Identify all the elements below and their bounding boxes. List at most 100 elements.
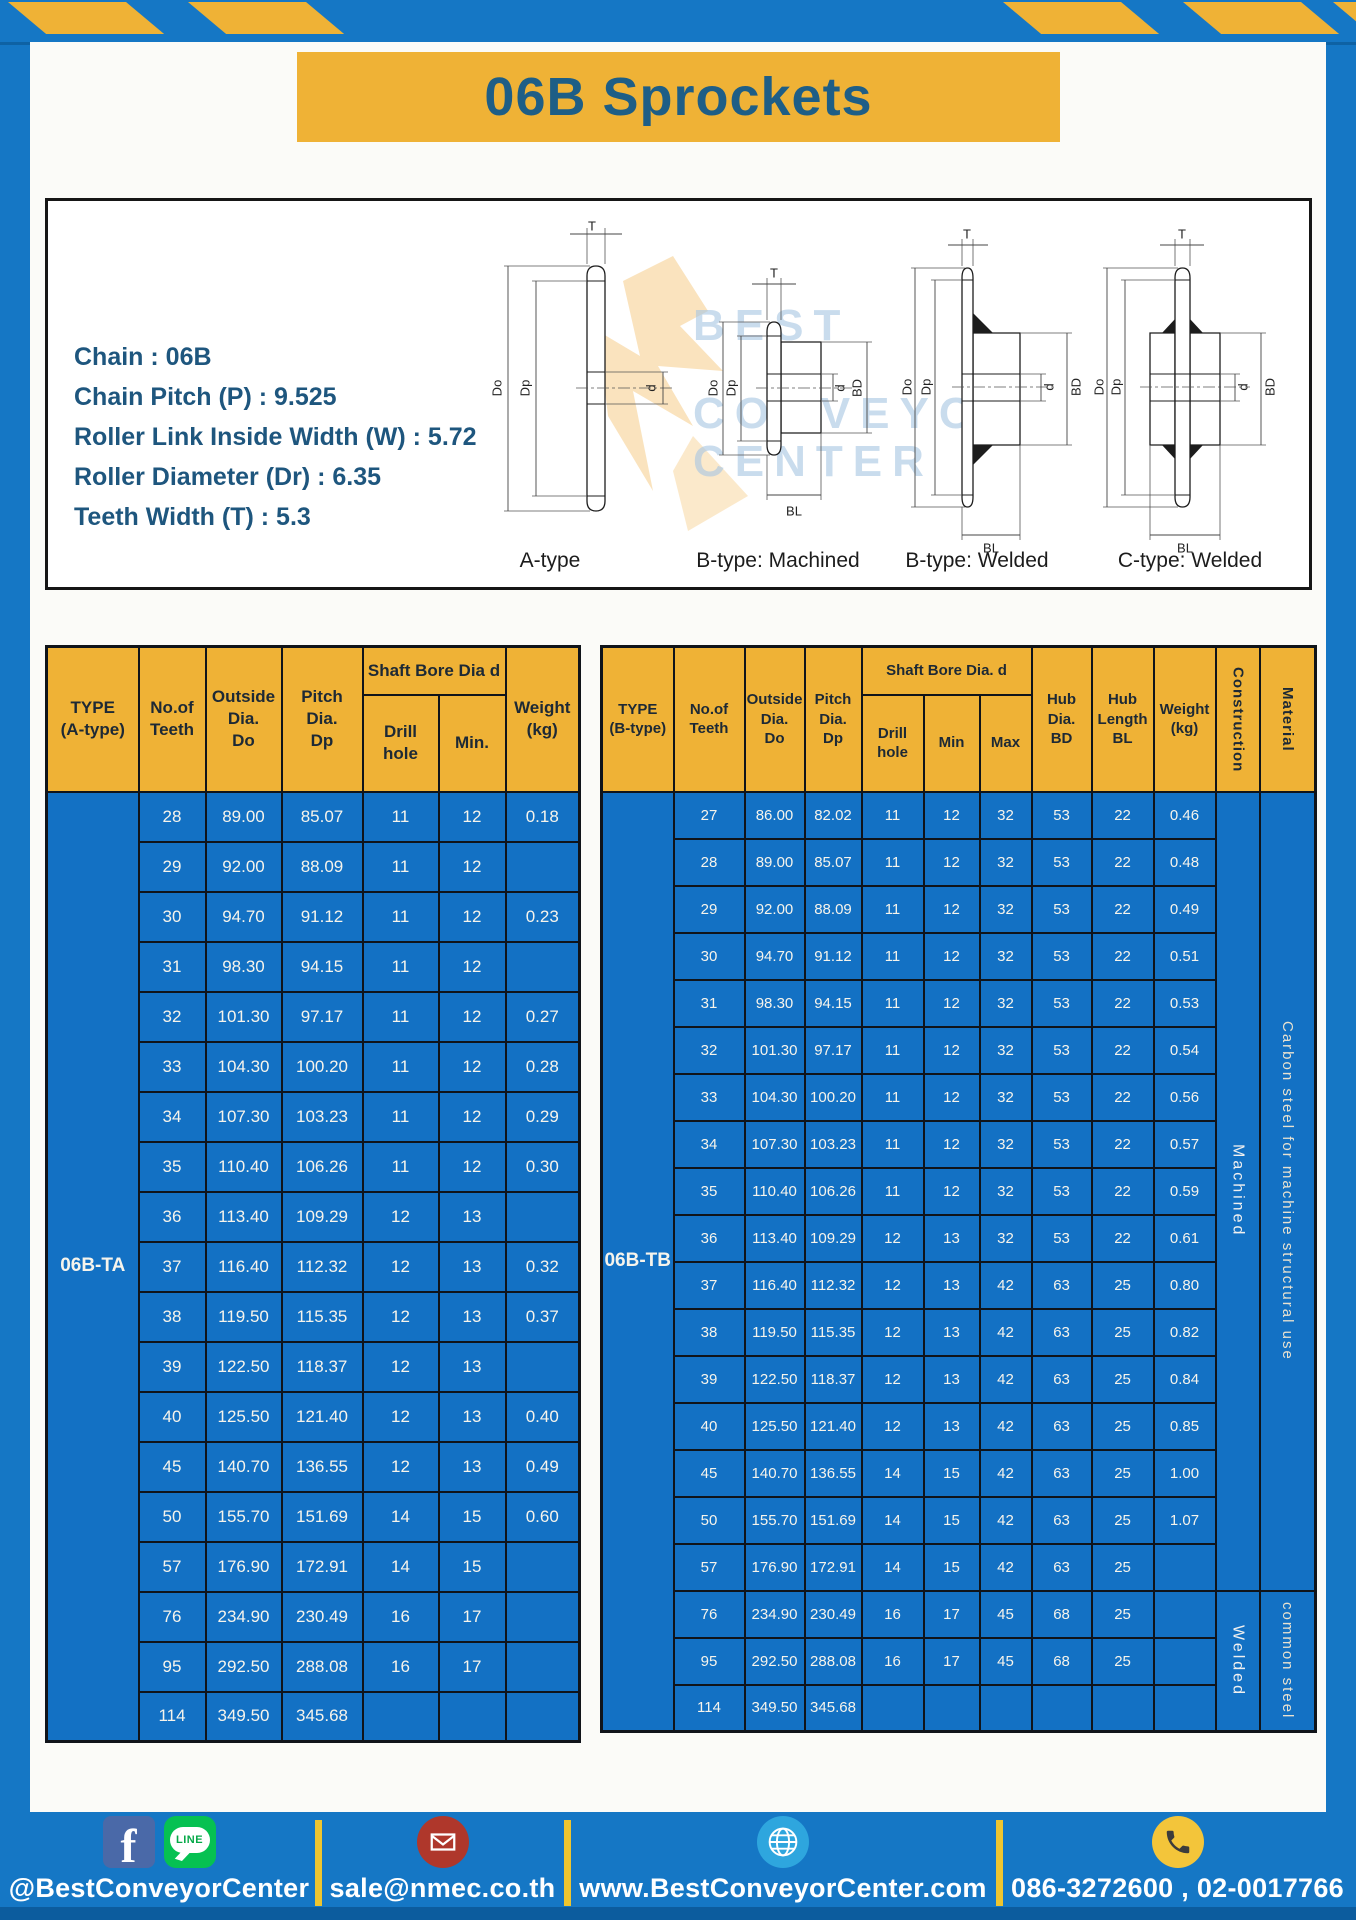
table-cell: 53 [1030,1166,1093,1216]
table-cell: 31 [137,940,207,993]
table-cell: 42 [978,1260,1033,1310]
table-cell: 172.91 [280,1540,364,1593]
table-cell: 14 [860,1495,925,1545]
table-cell: 37 [137,1240,207,1293]
col-header-outside: Outside Dia. Do [743,645,806,793]
col-header-teeth: No.of Teeth [672,645,746,793]
table-cell: 292.50 [204,1640,283,1693]
table-cell: 57 [672,1542,746,1592]
col-header-drill-hole: Drill hole [361,693,440,793]
table-row: 57 176.90 172.91 14 15 42 63 25 [602,1542,1316,1592]
table-cell: 13 [922,1260,981,1310]
table-cell: 110.40 [743,1166,806,1216]
table-cell: 13 [437,1190,507,1243]
table-row: 50 155.70 151.69 14 15 0.60 [47,1490,581,1543]
table-cell: 155.70 [743,1495,806,1545]
table-cell: 11 [860,884,925,934]
watermark-logo-icon [598,256,748,531]
table-cell: 16 [860,1589,925,1639]
table-row: 35 110.40 106.26 11 12 0.30 [47,1140,581,1193]
table-row: 33 104.30 100.20 11 12 32 53 22 0.56 [602,1072,1316,1122]
table-row: 57 176.90 172.91 14 15 [47,1540,581,1593]
table-cell: 12 [361,1340,440,1393]
table-row: 40 125.50 121.40 12 13 0.40 [47,1390,581,1443]
table-cell: 107.30 [743,1119,806,1169]
table-cell: 176.90 [204,1540,283,1593]
table-cell: 110.40 [204,1140,283,1193]
table-cell: 12 [922,1072,981,1122]
table-cell: 35 [672,1166,746,1216]
table-cell [1030,1683,1093,1733]
table-cell [361,1690,440,1743]
table-cell: 0.46 [1152,790,1217,840]
table-row: 36 113.40 109.29 12 13 32 53 22 0.61 [602,1213,1316,1263]
table-cell: 12 [922,1166,981,1216]
table-cell [504,1690,581,1743]
table-row: 32 101.30 97.17 11 12 32 53 22 0.54 [602,1025,1316,1075]
email-icon [416,1815,469,1868]
table-cell: 12 [361,1440,440,1493]
table-cell: 0.23 [504,890,581,943]
table-cell: 0.49 [504,1440,581,1493]
table-cell: 42 [978,1307,1033,1357]
table-cell: 11 [860,931,925,981]
table-cell: 0.82 [1152,1307,1217,1357]
table-cell: 11 [860,978,925,1028]
diagonal-stripe-icon [1003,2,1160,34]
social-icons: f LINE [102,1815,216,1868]
table-cell: 11 [361,1140,440,1193]
table-cell: 107.30 [204,1090,283,1143]
table-row: 45 140.70 136.55 12 13 0.49 [47,1440,581,1493]
table-cell: 101.30 [204,990,283,1043]
table-cell: 29 [672,884,746,934]
table-cell: 63 [1030,1354,1093,1404]
table-cell [437,1690,507,1743]
table-row: 76 234.90 230.49 16 17 [47,1590,581,1643]
contact-footer: f LINE @BestConveyorCenter sale@nmec.co.… [0,1812,1356,1920]
type-cell: 06B-TB [600,790,675,1733]
table-cell: 42 [978,1354,1033,1404]
title-banner: 06B Sprockets [297,52,1060,142]
footer-phone-section: 086-3272600 , 02-0017766 [999,1812,1356,1907]
table-cell: 140.70 [204,1440,283,1493]
table-cell: 13 [922,1213,981,1263]
table-cell: 45 [978,1589,1033,1639]
svg-text:Dp: Dp [1108,379,1123,396]
table-cell: 11 [361,890,440,943]
table-cell: 97.17 [280,990,364,1043]
table-cell: 32 [978,790,1033,840]
table-header-row: TYPE (B-type) No.of Teeth Outside Dia. D… [600,645,1317,793]
svg-text:Dp: Dp [517,380,532,397]
table-cell: 50 [137,1490,207,1543]
table-cell: 115.35 [803,1307,863,1357]
table-cell: 45 [672,1448,746,1498]
table-cell: 122.50 [743,1354,806,1404]
table-cell: 53 [1030,978,1093,1028]
table-cell: 136.55 [280,1440,364,1493]
table-cell: 119.50 [743,1307,806,1357]
table-cell: 36 [672,1213,746,1263]
table-row: 38 119.50 115.35 12 13 42 63 25 0.82 [602,1307,1316,1357]
table-cell: 12 [860,1354,925,1404]
table-cell: 17 [437,1640,507,1693]
table-cell: 14 [860,1448,925,1498]
table-cell: 17 [437,1590,507,1643]
phone-numbers: 086-3272600 , 02-0017766 [1011,1872,1344,1903]
svg-text:Do: Do [705,380,720,397]
table-cell: 25 [1090,1448,1155,1498]
table-cell: 11 [361,1040,440,1093]
footer-divider [996,1820,1003,1906]
spec-line: Teeth Width (T) : 5.3 [74,503,311,531]
table-cell: 45 [978,1636,1033,1686]
table-cell: 40 [672,1401,746,1451]
table-a-body: 06B-TA 28 89.00 85.07 11 12 0.18 29 92.00 88.09 11… [45,790,581,1743]
table-cell: 121.40 [803,1401,863,1451]
col-header-max: Max [978,693,1033,793]
table-cell: 63 [1030,1307,1093,1357]
col-header-teeth: No.of Teeth [137,645,207,793]
type-cell: 06B-TA [45,790,140,1743]
col-header-outside: Outside Dia. Do [204,645,283,793]
table-cell: 63 [1030,1495,1093,1545]
caption-b-machined: B-type: Machined [696,549,860,572]
table-cell: 97.17 [803,1025,863,1075]
